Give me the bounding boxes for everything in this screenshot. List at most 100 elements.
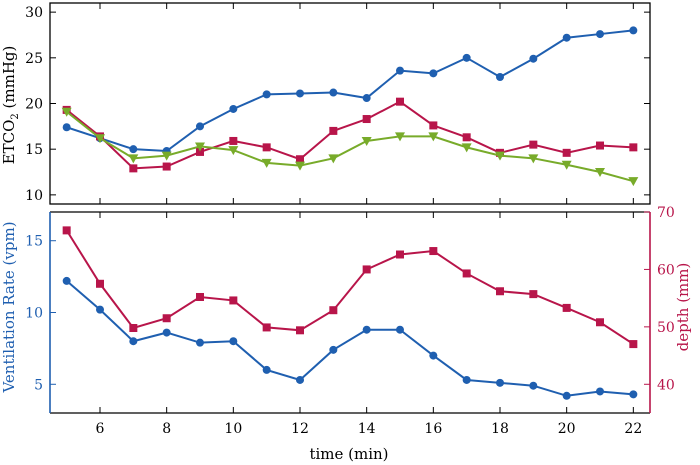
series-top-2-point: [95, 134, 105, 144]
series-top-1-point: [329, 126, 338, 135]
series-top-1-point: [129, 164, 138, 173]
series-top-0-point: [362, 94, 371, 103]
series-top-2-point: [161, 151, 172, 161]
series-bottom-0-line: [66, 280, 634, 397]
series-bottom-1-point: [229, 296, 238, 305]
series-bottom-0-point: [396, 325, 404, 334]
series-bottom-1-point: [362, 265, 371, 274]
series-top-2-point: [361, 136, 372, 146]
series-bottom-1-point: [296, 326, 304, 335]
series-top-0-point: [496, 73, 504, 82]
series-top-0-line: [66, 29, 634, 153]
series-top-2-point: [295, 161, 305, 171]
series-top-0-point: [329, 88, 338, 97]
series-bottom-0-point: [129, 337, 138, 346]
series-top-1-point: [629, 143, 638, 152]
series-bottom-0-point: [96, 305, 104, 314]
series-top-1-point: [296, 155, 304, 164]
series-top-2-point: [61, 107, 72, 117]
series-top-1-point: [462, 133, 471, 142]
series-bottom-1-line: [65, 229, 634, 345]
depth-axis-label: depth (mm): [674, 263, 692, 352]
series-top-0-point: [229, 104, 238, 113]
series-top-0-point: [529, 54, 538, 63]
series-bottom-0-point: [462, 375, 471, 384]
series-top-2-point: [595, 168, 605, 178]
right-y-tick-label: 70: [657, 205, 675, 221]
series-bottom-1-point: [596, 318, 604, 327]
series-top-2-point: [495, 151, 505, 161]
series-top-1-point: [396, 97, 404, 106]
series-top-1-point: [262, 143, 271, 152]
series-bottom-0-point: [196, 338, 204, 347]
series-bottom-1-point: [462, 269, 471, 278]
series-top-1-point: [196, 147, 204, 156]
left-y-tick-label: 15: [25, 234, 43, 250]
y-tick-label: 10: [25, 188, 43, 204]
series-bottom-1-point: [129, 324, 138, 333]
series-top-0-point: [596, 30, 604, 39]
series-bottom-0-point: [629, 390, 638, 399]
series-top-1-point: [362, 115, 371, 124]
series-bottom-0-point: [162, 328, 171, 337]
series-top-2-point: [261, 158, 272, 168]
y-tick-label: 15: [25, 142, 43, 158]
series-top-1-point: [162, 162, 171, 171]
series-bottom-1-point: [529, 290, 538, 299]
series-bottom-1-point: [562, 303, 571, 312]
series-top-2-point: [528, 154, 539, 164]
series-top-2-point: [395, 132, 405, 142]
series-top-2-point: [328, 154, 339, 164]
series-bottom-1-point: [96, 279, 104, 288]
series-top-0-point: [196, 122, 204, 131]
etco2-panel: 10 15 20 25 30: [25, 2, 651, 205]
series-top-0-point: [462, 53, 471, 62]
series-bottom-1-point: [496, 287, 504, 296]
series-bottom-1-point: [196, 292, 204, 301]
x-tick-label: 14: [358, 421, 376, 437]
left-y-tick-label: 10: [25, 306, 43, 322]
series-bottom-0-point: [296, 375, 304, 384]
series-top-0-point: [296, 89, 304, 98]
series-top-1-point: [529, 140, 538, 149]
series-bottom-0-point: [429, 351, 438, 360]
series-bottom-0-point: [329, 345, 338, 354]
series-bottom-1-point: [396, 250, 404, 259]
series-top-0-point: [629, 26, 638, 35]
y-tick-label: 30: [25, 5, 43, 21]
x-tick-label: 18: [491, 421, 509, 437]
series-bottom-0-point: [362, 325, 371, 334]
series-top-2-point: [461, 143, 472, 153]
series-bottom-0-point: [529, 381, 538, 390]
etco2-plot-frame: [49, 2, 651, 205]
etco2-axis-label: ETCO2 (mmHg): [0, 46, 21, 165]
ventilation-rate-axis-label: Ventilation Rate (vpm): [0, 221, 18, 393]
series-bottom-0-point: [229, 337, 238, 346]
series-top-2-point: [195, 142, 205, 152]
y-tick-label: 20: [25, 97, 43, 113]
series-top-2-point: [561, 160, 572, 170]
series-bottom-1-point: [262, 323, 271, 332]
series-top-2-point: [428, 132, 439, 142]
series-bottom-1-point: [329, 306, 338, 315]
series-top-0-point: [129, 145, 138, 154]
ventilation-panel: 5 10 15 40 50 60 70 6 8 10 12 14 16 18 20 22: [25, 205, 675, 437]
series-top-0-point: [262, 90, 271, 99]
x-tick-label: 10: [224, 421, 242, 437]
series-top-0-point: [396, 66, 404, 75]
series-top-0-point: [429, 69, 438, 78]
x-tick-label: 8: [162, 421, 171, 437]
right-y-tick-label: 50: [657, 320, 675, 336]
series-bottom-0-point: [596, 387, 604, 396]
series-bottom-1-point: [629, 340, 638, 349]
series-bottom-1-point: [162, 314, 171, 323]
right-y-tick-label: 60: [657, 262, 675, 278]
series-top-0-point: [562, 33, 571, 42]
x-tick-label: 6: [96, 421, 105, 437]
series-top-2-point: [228, 146, 239, 156]
x-tick-label: 22: [624, 421, 642, 437]
series-bottom-0-point: [262, 365, 271, 374]
y-tick-label: 25: [25, 51, 43, 67]
series-bottom-0-point: [496, 378, 504, 387]
